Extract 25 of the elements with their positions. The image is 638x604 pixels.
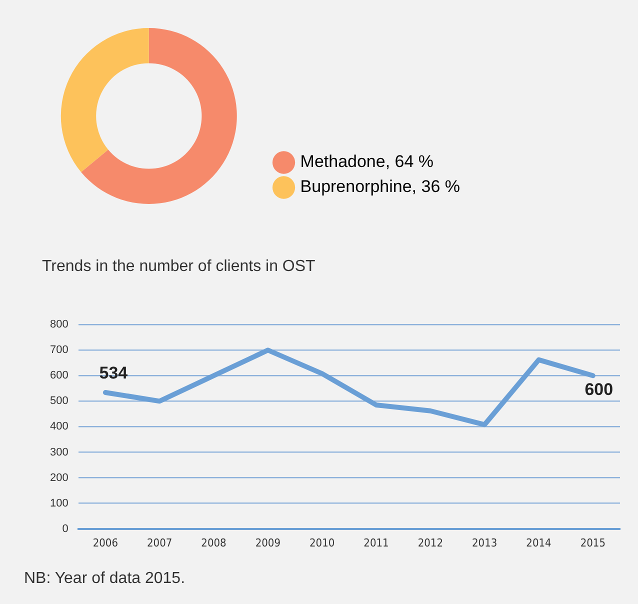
chart-title: Trends in the number of clients in OST	[42, 258, 316, 276]
x-tick-label: 2012	[418, 536, 444, 550]
x-tick-label: 2009	[255, 536, 281, 550]
x-tick-label: 2011	[364, 536, 389, 550]
y-tick-label: 0	[62, 522, 68, 535]
legend-label: Buprenorphine, 36 %	[300, 177, 460, 196]
y-tick-label: 600	[50, 370, 68, 382]
legend-label: Methadone, 64 %	[300, 152, 434, 172]
x-tick-label: 2008	[201, 536, 226, 550]
text: NB: Year of data 2015.	[24, 570, 186, 588]
x-tick-label: 2007	[147, 536, 172, 550]
data-label: 534	[99, 364, 128, 383]
y-tick-label: 400	[50, 420, 68, 433]
x-tick-label: 2010	[310, 536, 335, 550]
y-tick-label: 300	[50, 446, 68, 458]
y-tick-label: 200	[50, 472, 68, 484]
data-label: 600	[584, 380, 614, 399]
y-tick-label: 100	[50, 497, 68, 510]
x-tick-label: 2015	[580, 536, 606, 550]
x-tick-label: 2006	[92, 536, 118, 550]
y-tick-label: 700	[50, 344, 68, 356]
x-tick-label: 2014	[526, 536, 552, 550]
y-tick-label: 800	[50, 318, 68, 331]
y-tick-label: 500	[50, 395, 68, 408]
x-tick-label: 2013	[472, 536, 498, 550]
